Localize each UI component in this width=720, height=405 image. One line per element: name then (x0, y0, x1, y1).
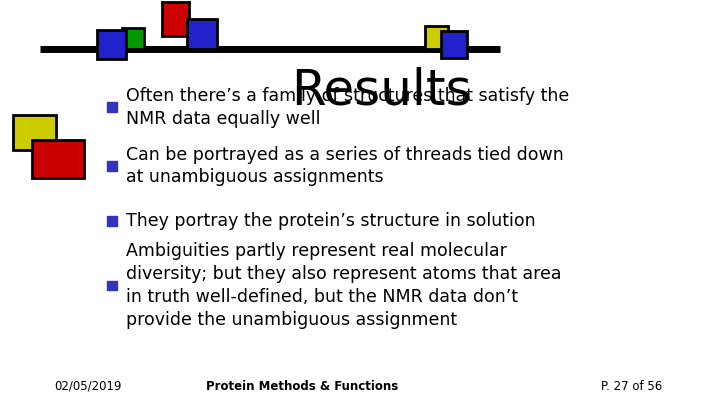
Text: Ambiguities partly represent real molecular
diversity; but they also represent a: Ambiguities partly represent real molecu… (126, 242, 562, 329)
Bar (107, 281, 117, 290)
Bar (425, 26, 448, 49)
Bar (162, 2, 189, 36)
Bar (122, 28, 144, 49)
Text: They portray the protein’s structure in solution: They portray the protein’s structure in … (126, 212, 536, 230)
Text: Often there’s a family of structures that satisfy the
NMR data equally well: Often there’s a family of structures tha… (126, 87, 570, 128)
Text: Results: Results (291, 67, 472, 115)
Bar (107, 216, 117, 226)
Text: Protein Methods & Functions: Protein Methods & Functions (206, 380, 399, 393)
Bar (107, 102, 117, 112)
Bar (107, 161, 117, 171)
Bar (187, 19, 217, 49)
Bar (97, 30, 126, 59)
Bar (32, 140, 84, 178)
Bar (13, 115, 56, 150)
Text: 02/05/2019: 02/05/2019 (54, 380, 122, 393)
Bar (441, 31, 467, 58)
Text: Can be portrayed as a series of threads tied down
at unambiguous assignments: Can be portrayed as a series of threads … (126, 146, 564, 186)
Text: P. 27 of 56: P. 27 of 56 (601, 380, 662, 393)
